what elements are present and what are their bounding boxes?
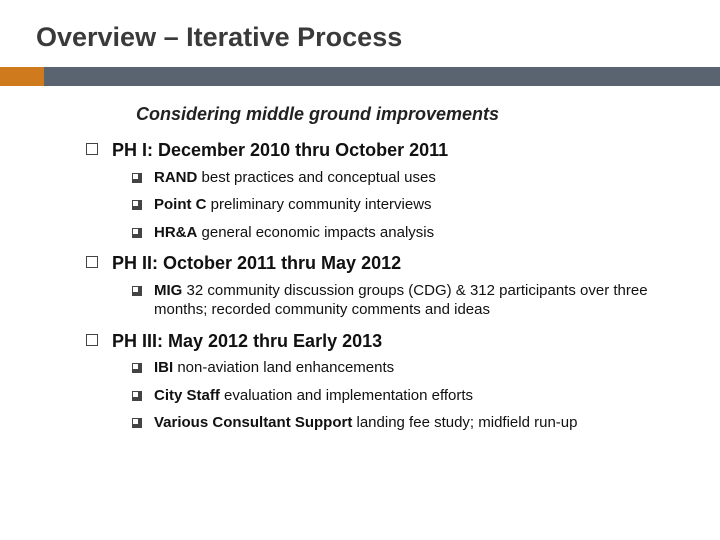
section-heading: PH II: October 2011 thru May 2012 bbox=[86, 252, 680, 275]
list-item: Various Consultant Support landing fee s… bbox=[132, 413, 680, 433]
section-heading-text: PH III: May 2012 thru Early 2013 bbox=[112, 330, 382, 353]
section-heading-text: PH II: October 2011 thru May 2012 bbox=[112, 252, 401, 275]
section-heading-text: PH I: December 2010 thru October 2011 bbox=[112, 139, 448, 162]
hollow-square-icon bbox=[86, 256, 98, 268]
list-item: RAND best practices and conceptual uses bbox=[132, 168, 680, 188]
list-item-text: HR&A general economic impacts analysis bbox=[154, 223, 434, 243]
square-bullet-icon bbox=[132, 391, 142, 401]
square-bullet-icon bbox=[132, 173, 142, 183]
section-items: IBI non-aviation land enhancements City … bbox=[132, 358, 680, 433]
square-bullet-icon bbox=[132, 200, 142, 210]
slide-title: Overview – Iterative Process bbox=[36, 22, 720, 53]
list-item: IBI non-aviation land enhancements bbox=[132, 358, 680, 378]
list-item-text: Various Consultant Support landing fee s… bbox=[154, 413, 577, 433]
square-bullet-icon bbox=[132, 286, 142, 296]
hollow-square-icon bbox=[86, 334, 98, 346]
section-items: RAND best practices and conceptual uses … bbox=[132, 168, 680, 243]
list-item-text: RAND best practices and conceptual uses bbox=[154, 168, 436, 188]
hollow-square-icon bbox=[86, 143, 98, 155]
section-heading: PH III: May 2012 thru Early 2013 bbox=[86, 330, 680, 353]
section-items: MIG 32 community discussion groups (CDG)… bbox=[132, 281, 680, 320]
list-item: Point C preliminary community interviews bbox=[132, 195, 680, 215]
accent-bar bbox=[0, 67, 720, 86]
title-block: Overview – Iterative Process bbox=[0, 0, 720, 61]
list-item: HR&A general economic impacts analysis bbox=[132, 223, 680, 243]
square-bullet-icon bbox=[132, 418, 142, 428]
square-bullet-icon bbox=[132, 363, 142, 373]
content-area: PH I: December 2010 thru October 2011 RA… bbox=[86, 139, 680, 433]
square-bullet-icon bbox=[132, 228, 142, 238]
slide: Overview – Iterative Process Considering… bbox=[0, 0, 720, 540]
list-item-text: MIG 32 community discussion groups (CDG)… bbox=[154, 281, 680, 320]
accent-bar-left bbox=[0, 67, 44, 86]
section-heading: PH I: December 2010 thru October 2011 bbox=[86, 139, 680, 162]
list-item-text: City Staff evaluation and implementation… bbox=[154, 386, 473, 406]
slide-subtitle: Considering middle ground improvements bbox=[136, 104, 720, 125]
list-item-text: IBI non-aviation land enhancements bbox=[154, 358, 394, 378]
list-item-text: Point C preliminary community interviews bbox=[154, 195, 432, 215]
accent-bar-right bbox=[44, 67, 720, 86]
list-item: MIG 32 community discussion groups (CDG)… bbox=[132, 281, 680, 320]
list-item: City Staff evaluation and implementation… bbox=[132, 386, 680, 406]
